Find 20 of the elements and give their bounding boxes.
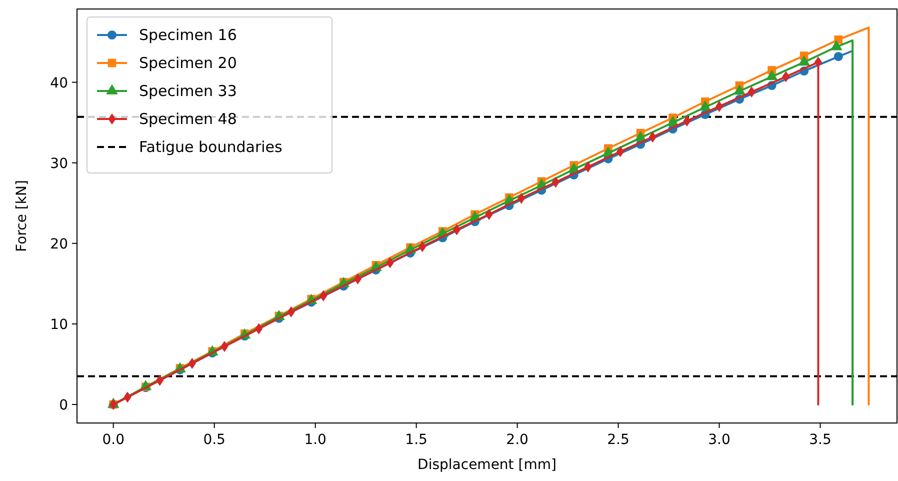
y-tick-label: 20 [50, 236, 68, 252]
y-tick-label: 30 [50, 156, 68, 172]
x-tick-label: 2.0 [506, 432, 528, 448]
legend-label: Specimen 20 [139, 54, 237, 72]
x-tick-label: 2.5 [607, 432, 630, 448]
legend-label: Specimen 33 [139, 82, 237, 100]
x-axis-title: Displacement [mm] [418, 457, 556, 473]
y-tick-label: 10 [50, 316, 68, 333]
legend-label: Specimen 48 [139, 110, 237, 128]
y-tick-label: 0 [59, 397, 68, 414]
x-tick-label: 3.5 [809, 432, 832, 448]
y-axis-title: Force [kN] [14, 180, 30, 252]
x-tick-label: 1.0 [304, 432, 326, 448]
legend-label: Specimen 16 [139, 26, 237, 44]
x-tick-label: 0.5 [203, 432, 226, 448]
y-tick-label: 40 [50, 75, 68, 92]
x-tick-label: 0.0 [102, 432, 124, 448]
x-tick-label: 1.5 [405, 432, 428, 448]
x-tick-label: 3.0 [708, 432, 730, 448]
legend-label: Fatigue boundaries [139, 138, 283, 156]
